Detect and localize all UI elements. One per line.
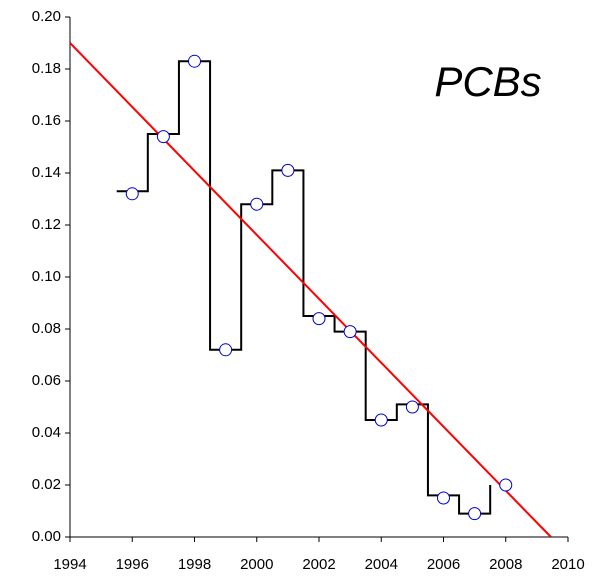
data-point	[125, 187, 139, 201]
data-point	[312, 312, 326, 326]
y-tick-label: 0.08	[32, 320, 61, 337]
data-point	[468, 507, 482, 521]
data-point	[437, 491, 450, 505]
data-point	[499, 478, 513, 492]
data-point	[343, 325, 357, 339]
annotation: PCBs	[434, 58, 541, 105]
x-tick-label: 2004	[365, 556, 398, 573]
x-tick-label: 1996	[116, 556, 149, 573]
x-tick-label: 1994	[53, 556, 86, 573]
y-tick-label: 0.04	[32, 424, 61, 441]
y-tick-label: 0.18	[32, 60, 61, 77]
x-tick-label: 2006	[427, 556, 460, 573]
x-tick-label: 2008	[489, 556, 522, 573]
y-tick-label: 0.02	[32, 476, 61, 493]
data-point	[219, 343, 233, 357]
data-point	[374, 413, 388, 427]
y-tick-label: 0.00	[32, 528, 61, 545]
data-point	[405, 400, 419, 414]
y-tick-label: 0.16	[32, 112, 61, 129]
data-point	[156, 130, 170, 144]
trend-line	[70, 42, 552, 537]
data-point	[281, 163, 295, 177]
y-tick-label: 0.06	[32, 372, 61, 389]
plot-area	[70, 42, 552, 537]
data-point	[188, 54, 201, 68]
y-tick-label: 0.10	[32, 268, 61, 285]
step-line	[116, 60, 492, 515]
y-tick-label: 0.14	[32, 164, 61, 181]
x-tick-label: 1998	[178, 556, 211, 573]
x-tick-label: 2010	[551, 556, 584, 573]
data-point	[250, 197, 264, 211]
y-tick-label: 0.12	[32, 216, 61, 233]
y-tick-label: 0.20	[32, 8, 61, 25]
x-tick-label: 2000	[240, 556, 273, 573]
x-tick-label: 2002	[302, 556, 335, 573]
